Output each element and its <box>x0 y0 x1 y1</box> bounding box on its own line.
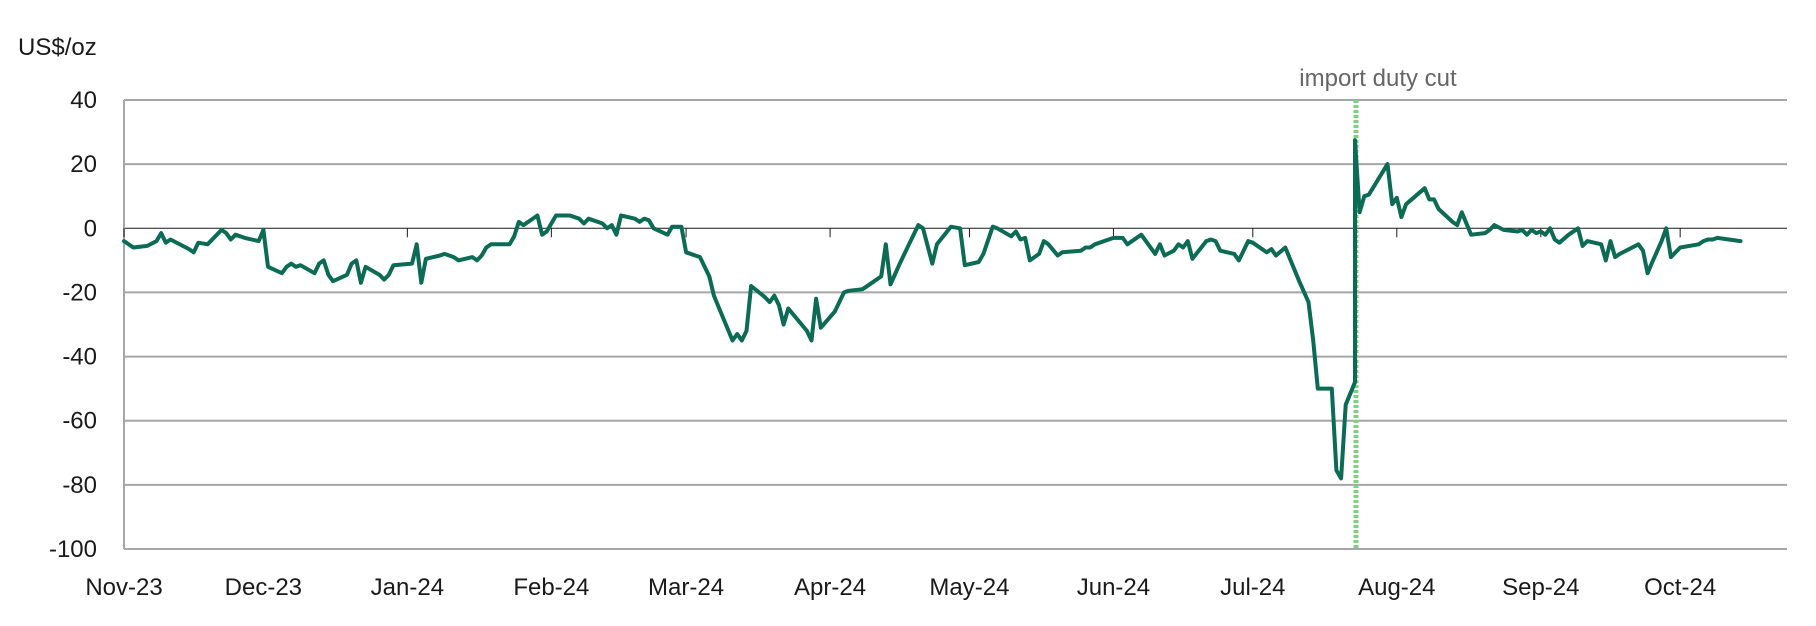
x-tick-label: Nov-23 <box>85 574 162 601</box>
x-tick-label: Oct-24 <box>1644 574 1716 601</box>
x-tick-label: Apr-24 <box>794 574 866 601</box>
x-tick-label: Jul-24 <box>1220 574 1285 601</box>
y-tick-label: -80 <box>62 472 97 499</box>
series-line <box>122 138 1743 481</box>
y-tick-label: -100 <box>49 536 97 563</box>
y-tick-label: -60 <box>62 408 97 435</box>
x-tick-label: Feb-24 <box>513 574 589 601</box>
y-tick-label: -20 <box>62 279 97 306</box>
x-tick-label: Sep-24 <box>1502 574 1579 601</box>
x-tick-label: Aug-24 <box>1358 574 1435 601</box>
y-tick-label: 20 <box>70 151 97 178</box>
labels: 40 20 0 -20 -40 -60 -80 -100 Nov-23 Dec-23 Jan-24 F… <box>18 34 1716 601</box>
series-layer <box>122 138 1743 481</box>
x-tick-label: Jun-24 <box>1077 574 1150 601</box>
y-tick-label: 40 <box>70 87 97 114</box>
y-tick-label: -40 <box>62 344 97 371</box>
x-tick-label: Mar-24 <box>648 574 724 601</box>
annotation-label: import duty cut <box>1299 65 1457 92</box>
x-tick-label: May-24 <box>929 574 1009 601</box>
y-axis-unit-label: US$/oz <box>18 34 97 61</box>
y-tick-label: 0 <box>84 215 97 242</box>
axes <box>123 100 1681 549</box>
x-tick-label: Dec-23 <box>225 574 302 601</box>
gridlines <box>124 99 1787 550</box>
x-tick-label: Jan-24 <box>371 574 444 601</box>
